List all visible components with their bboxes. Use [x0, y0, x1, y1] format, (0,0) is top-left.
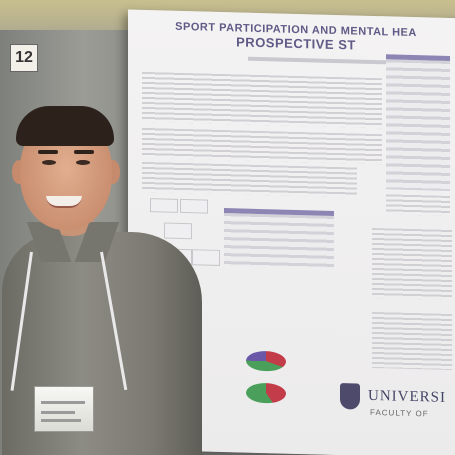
- eyebrow-left: [38, 150, 58, 154]
- badge-text-line: [41, 411, 75, 414]
- board-number-sign: 12: [10, 44, 38, 72]
- eye-left: [42, 160, 56, 165]
- badge-text-line: [41, 401, 85, 404]
- smile: [46, 196, 82, 208]
- eyebrow-right: [74, 150, 94, 154]
- badge-text-line: [41, 419, 81, 422]
- hair: [16, 106, 114, 146]
- eye-right: [76, 160, 90, 165]
- name-badge: [34, 386, 94, 432]
